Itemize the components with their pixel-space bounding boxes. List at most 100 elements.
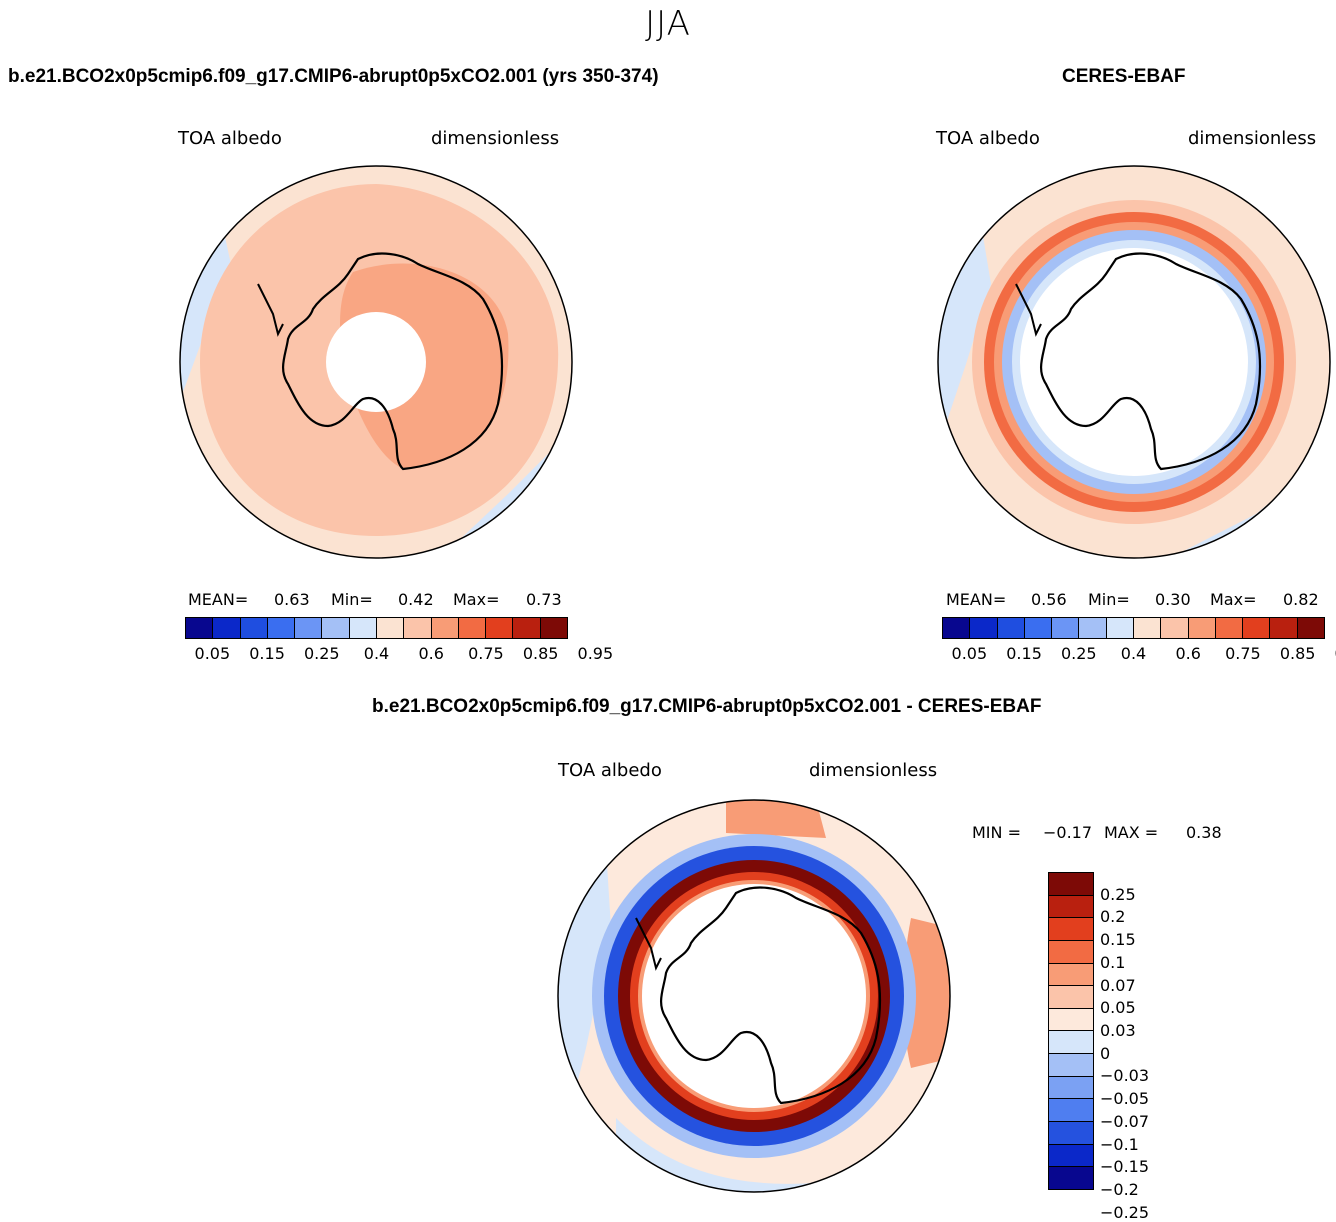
colorbar-swatch — [1297, 618, 1324, 638]
diff-antarctica-coastline — [659, 886, 882, 1105]
obs-antarctica-coastline — [1039, 252, 1262, 471]
obs-polar-map — [937, 165, 1331, 559]
obs-mean-label: MEAN= — [946, 590, 1007, 609]
colorbar-tick-label: 0.07 — [1100, 975, 1136, 995]
colorbar-swatch — [486, 618, 514, 638]
diff-polar-map — [557, 799, 951, 1193]
model-antarctic-peninsula — [257, 283, 284, 337]
obs-missing-interior — [1020, 248, 1248, 476]
obs-mean-value: 0.56 — [1031, 590, 1067, 609]
colorbar-swatch — [431, 618, 459, 638]
colorbar-tick-label: 0.15 — [249, 644, 285, 663]
colorbar-swatch — [1188, 618, 1216, 638]
model-units-label: dimensionless — [431, 128, 560, 149]
model-mean-label: MEAN= — [188, 590, 249, 609]
obs-antarctic-peninsula — [1015, 283, 1042, 337]
colorbar-swatch — [186, 618, 214, 638]
diff-missing-interior — [642, 884, 866, 1108]
colorbar-tick-label: −0.2 — [1100, 1180, 1139, 1199]
colorbar-swatch — [1049, 1122, 1093, 1145]
model-colorbar-ticks: 0.05 0.15 0.25 0.4 0.6 0.75 0.85 0.95 — [185, 644, 614, 664]
colorbar-swatch — [1049, 1008, 1093, 1032]
colorbar-swatch — [376, 618, 405, 638]
diff-min-value: −0.17 — [1043, 823, 1093, 842]
colorbar-tick-label: −0.03 — [1100, 1066, 1150, 1086]
colorbar-swatch — [1049, 940, 1093, 964]
obs-panel-title: CERES-EBAF — [1062, 66, 1186, 87]
colorbar-tick-label: 0.4 — [1120, 644, 1147, 663]
colorbar-tick-label: 0.05 — [951, 644, 988, 663]
obs-variable-label: TOA albedo — [936, 128, 1040, 149]
colorbar-tick-label: 0.75 — [1225, 644, 1261, 663]
colorbar-tick-label: 0.15 — [1100, 930, 1136, 950]
colorbar-tick-label: 0.75 — [468, 644, 504, 663]
colorbar-tick-label: 0.6 — [418, 644, 444, 663]
model-missing-pole — [326, 312, 426, 412]
obs-min-value: 0.30 — [1155, 590, 1191, 609]
colorbar-swatch — [1024, 618, 1053, 638]
model-min-value: 0.42 — [398, 590, 434, 609]
obs-units-label: dimensionless — [1188, 128, 1317, 149]
colorbar-tick-label: 0.05 — [194, 644, 231, 663]
model-min-label: Min= — [331, 590, 373, 609]
diff-colorbar — [1048, 872, 1094, 1190]
colorbar-tick-label: 0.85 — [1279, 644, 1316, 663]
diff-positive-region-east — [903, 918, 950, 1068]
colorbar-tick-label: 0.05 — [1100, 998, 1136, 1018]
diff-units-label: dimensionless — [809, 760, 938, 781]
colorbar-tick-label: 0.03 — [1100, 1021, 1136, 1040]
colorbar-swatch — [1049, 1076, 1093, 1100]
colorbar-tick-label: 0.25 — [1100, 884, 1136, 904]
colorbar-tick-label: −0.05 — [1100, 1089, 1150, 1109]
colorbar-swatch — [1161, 618, 1189, 638]
colorbar-swatch — [322, 618, 350, 638]
colorbar-tick-label: 0.15 — [1006, 644, 1042, 663]
colorbar-swatch — [1270, 618, 1298, 638]
model-max-label: Max= — [453, 590, 500, 609]
colorbar-tick-label: 0.4 — [363, 644, 390, 663]
colorbar-tick-label: −0.1 — [1100, 1134, 1139, 1154]
colorbar-swatch — [970, 618, 998, 638]
obs-map-border — [937, 165, 1331, 559]
model-map-border — [179, 165, 573, 559]
colorbar-swatch — [540, 618, 567, 638]
colorbar-tick-label: 0.1 — [1100, 952, 1126, 972]
colorbar-tick-label: 0.25 — [303, 644, 340, 663]
diff-positive-region-north — [726, 800, 826, 838]
colorbar-tick-label: 0.2 — [1100, 907, 1126, 927]
diff-max-value: 0.38 — [1186, 823, 1222, 842]
diff-colorbar-ticks: 0.25 0.2 0.15 0.1 0.07 0.05 0.03 0 −0.03 −0.05 −0.… — [1100, 872, 1180, 1222]
colorbar-swatch — [943, 618, 971, 638]
diff-panel-title: b.e21.BCO2x0p5cmip6.f09_g17.CMIP6-abrupt… — [372, 696, 1042, 717]
colorbar-swatch — [1049, 918, 1093, 941]
colorbar-swatch — [295, 618, 323, 638]
colorbar-swatch — [404, 618, 432, 638]
colorbar-swatch — [1049, 1167, 1093, 1189]
colorbar-tick-label: 0.95 — [1335, 644, 1336, 663]
colorbar-swatch — [513, 618, 541, 638]
model-panel-title: b.e21.BCO2x0p5cmip6.f09_g17.CMIP6-abrupt… — [8, 66, 659, 87]
obs-max-value: 0.82 — [1283, 590, 1319, 609]
diff-antarctic-peninsula — [635, 917, 662, 971]
colorbar-swatch — [1052, 618, 1080, 638]
colorbar-swatch — [458, 618, 487, 638]
diff-map-border — [557, 799, 951, 1193]
colorbar-swatch — [1106, 618, 1134, 638]
season-title: JJA — [645, 4, 691, 44]
colorbar-tick-label: 0.85 — [522, 644, 559, 663]
colorbar-swatch — [1049, 1144, 1093, 1168]
colorbar-swatch — [213, 618, 241, 638]
colorbar-tick-label: −0.07 — [1100, 1111, 1150, 1131]
colorbar-tick-label: 0.25 — [1060, 644, 1097, 663]
diff-min-label: MIN = — [972, 823, 1021, 842]
colorbar-swatch — [1133, 618, 1162, 638]
model-variable-label: TOA albedo — [178, 128, 282, 149]
colorbar-tick-label: −0.25 — [1100, 1202, 1150, 1222]
colorbar-swatch — [1049, 963, 1093, 987]
colorbar-tick-label: 0 — [1100, 1043, 1111, 1063]
diff-max-label: MAX = — [1104, 823, 1159, 842]
colorbar-swatch — [1049, 873, 1093, 896]
obs-colorbar — [942, 617, 1325, 639]
model-antarctica-coastline — [281, 252, 504, 471]
colorbar-swatch — [997, 618, 1025, 638]
